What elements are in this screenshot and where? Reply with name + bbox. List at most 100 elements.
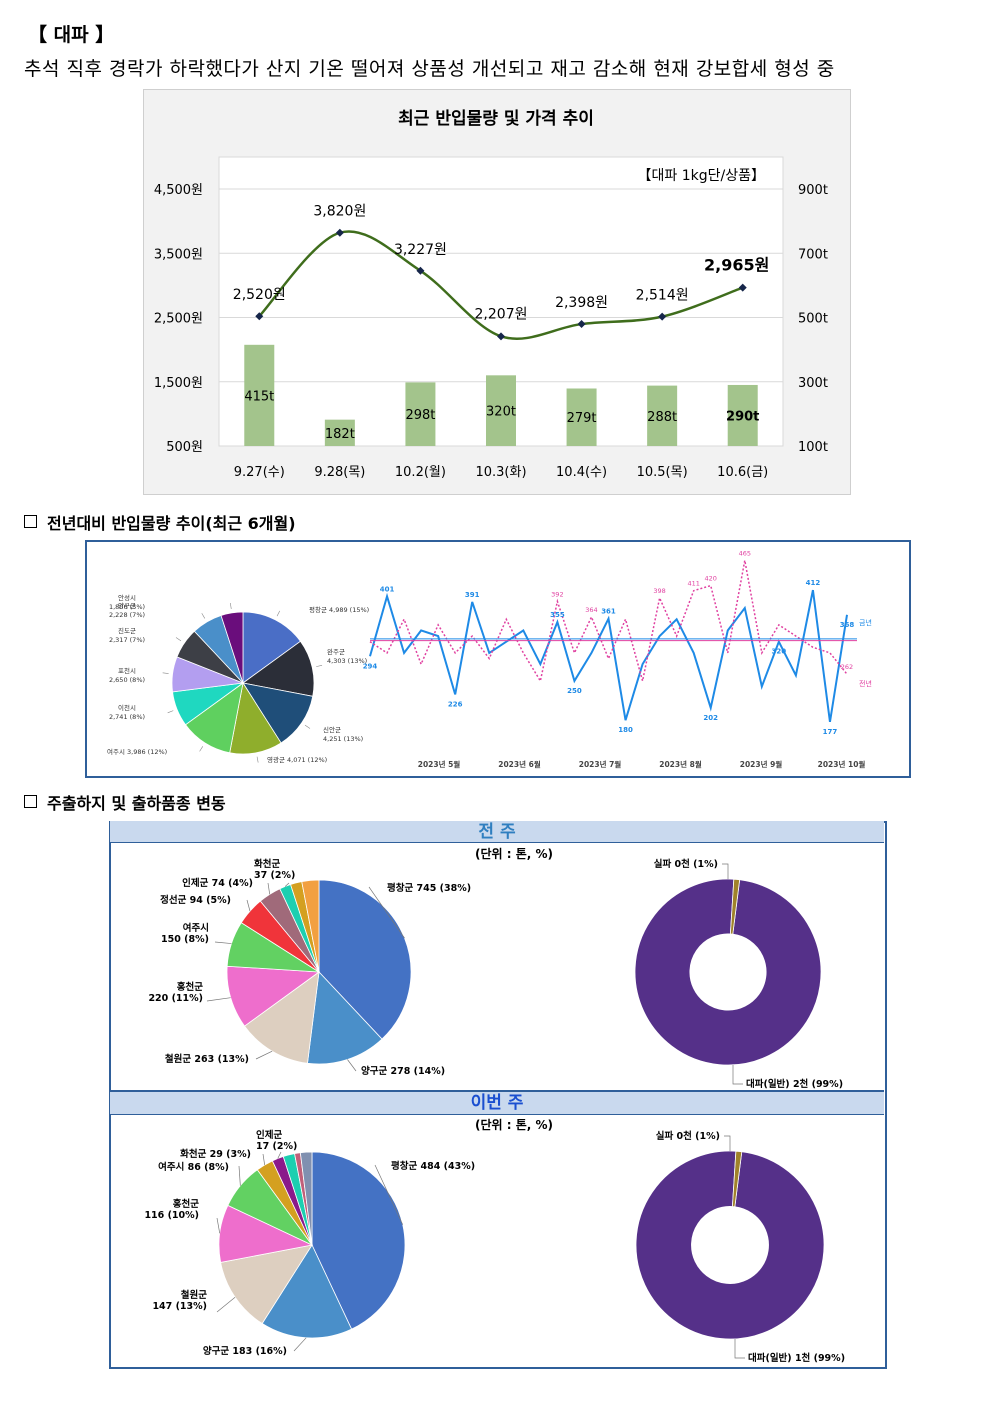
x-tick-label: 10.4(수) (556, 465, 607, 480)
yoy-pie-label-value: 2,317 (7%) (109, 636, 145, 644)
bar-label: 182t (325, 427, 355, 442)
left-tick-label: 3,500원 (154, 247, 203, 262)
chart4-pie-label: 철원군 (181, 1289, 207, 1301)
yoy-x-tick: 2023년 10월 (818, 759, 866, 769)
left-tick-label: 500원 (166, 440, 203, 455)
x-tick-label: 10.3(화) (475, 465, 526, 480)
chart4-pie-leader (262, 1153, 266, 1166)
chart3-pie-label: 220 (11%) (148, 993, 203, 1004)
yoy-pie-leader (199, 746, 204, 752)
chart3-pie-slice-1 (307, 971, 383, 1065)
yoy-pie-label: 신안군 (323, 725, 341, 734)
yoy-point-label: 465 (739, 549, 751, 557)
yoy-pie-leader (175, 637, 182, 642)
chart4-pie-slice-2 (220, 1244, 313, 1325)
yoy-x-tick: 2023년 8월 (659, 759, 702, 769)
chart3-pie-leader (206, 997, 231, 1002)
price-label: 2,207원 (475, 306, 528, 322)
chart4-pie-leader (374, 1164, 404, 1225)
right-tick-label: 300t (798, 376, 828, 391)
yoy-point-label: 361 (601, 608, 616, 616)
chart3-pie-leader (255, 1050, 273, 1060)
chart4-pie-leader (293, 1337, 307, 1352)
chart4-donut-slice-0 (635, 1150, 825, 1340)
yoy-point-label: 398 (653, 587, 665, 595)
bar (647, 385, 678, 446)
yoy-point-label: 250 (567, 687, 582, 695)
yoy-pie-slice-9 (220, 611, 244, 684)
chart3-pie-label: 화천군 (254, 858, 280, 870)
chart3-pie-label: 인제군 74 (4%) (182, 877, 253, 889)
yoy-x-tick: 2023년 7월 (579, 759, 622, 769)
yoy-point-label: 180 (618, 726, 633, 734)
chart3-pie-label: 홍천군 (177, 981, 203, 993)
chart4-pie-label: 인제군 (256, 1129, 282, 1141)
yoy-legend-label: 금년 (859, 618, 872, 627)
right-tick-label: 100t (798, 440, 828, 455)
left-tick-label: 2,500원 (154, 312, 203, 327)
yoy-pie-label-value: 4,303 (13%) (327, 657, 367, 665)
yoy-x-tick: 2023년 9월 (740, 759, 783, 769)
price-point (255, 312, 264, 321)
yoy-pie-leader (276, 610, 281, 617)
yoy-point-label: 177 (823, 728, 838, 736)
yoy-pie-slice-1 (242, 640, 315, 697)
chart3-pie-label: 여주시 (183, 922, 209, 934)
yoy-pie-label: 포천시 (118, 666, 136, 675)
x-tick-label: 10.2(월) (395, 465, 446, 480)
chart4-pie-label: 147 (13%) (152, 1301, 207, 1312)
bar (566, 388, 597, 446)
page-subtitle: 추석 직후 경락가 하락했다가 산지 기온 떨어져 상품성 개선되고 재고 감소… (24, 58, 835, 80)
x-tick-label: 9.27(수) (234, 465, 285, 480)
chart4-pie-slice-0 (311, 1151, 406, 1330)
chart3-pie-label: 평창군 745 (38%) (387, 882, 471, 894)
bar-label: 290t (726, 409, 759, 424)
chart3-donut-slice-0 (634, 878, 822, 1066)
chart4-pie-label: 여주시 86 (8%) (158, 1161, 229, 1173)
price-label: 2,514원 (636, 288, 689, 304)
this-week-charts: (단위 : 톤, %) 평창군 484 (43%) 양구군 183 (16%) 철원군… (144, 1117, 845, 1364)
yoy-pie-label: 영광군 4,071 (12%) (267, 755, 327, 764)
section-yoy-label: 전년대비 반입물량 추이(최근 6개월) (47, 514, 296, 533)
yoy-pie-leader (304, 724, 311, 729)
yoy-series-current (369, 589, 848, 723)
yoy-pie-label-value: 2,228 (7%) (109, 611, 145, 619)
yoy-pie-label-value: 2,650 (8%) (109, 676, 145, 684)
yoy-pie-leader (167, 710, 174, 714)
divider (110, 842, 884, 843)
x-tick-label: 9.28(목) (314, 465, 365, 480)
price-label: 2,520원 (233, 287, 286, 303)
chart4-donut-leader (734, 1339, 745, 1359)
x-tick-label: 10.6(금) (717, 465, 768, 480)
chart4-pie-leader (238, 1165, 241, 1186)
chart-note: 【대파 1kg단/상품】 (638, 168, 765, 184)
yoy-chart-frame (85, 540, 911, 778)
chart4-pie-label: 17 (2%) (256, 1141, 297, 1152)
chart3-pie-label: 37 (2%) (254, 870, 295, 881)
bar-label: 320t (486, 405, 516, 420)
bar-label: 298t (405, 408, 435, 423)
price-label: 2,398원 (555, 295, 608, 311)
bar-label: 415t (244, 389, 274, 404)
yoy-point-label: 355 (550, 611, 565, 619)
right-tick-label: 900t (798, 183, 828, 198)
chart3-donut-label: 실파 0천 (1%) (654, 858, 718, 870)
section-origins: 주출하지 및 출하품종 변동 (24, 790, 226, 814)
chart4-donut-label: 실파 0천 (1%) (656, 1130, 720, 1142)
chart4-pie-label: 양구군 183 (16%) (203, 1345, 287, 1357)
chart3-pie-label: 정선군 94 (5%) (160, 894, 231, 906)
yoy-point-label: 368 (840, 621, 855, 629)
yoy-point-label: 202 (703, 714, 718, 722)
last-week-band: 전 주 (110, 821, 884, 843)
chart4-donut-leader (724, 1135, 731, 1151)
price-point (416, 266, 425, 275)
chart3-donut-slice-1 (729, 878, 741, 935)
chart4-pie-label: 홍천군 (173, 1198, 199, 1210)
yoy-pie-label-value: 1,806 (5%) (109, 603, 145, 611)
chart3-donut-label: 대파(일반) 2천 (99%) (746, 1078, 843, 1089)
chart3-pie-label: 양구군 278 (14%) (361, 1065, 445, 1077)
yoy-point-label: 401 (380, 585, 395, 593)
chart4-pie-label: 화천군 29 (3%) (180, 1148, 251, 1160)
price-point (497, 332, 505, 341)
left-tick-label: 4,500원 (154, 183, 203, 198)
